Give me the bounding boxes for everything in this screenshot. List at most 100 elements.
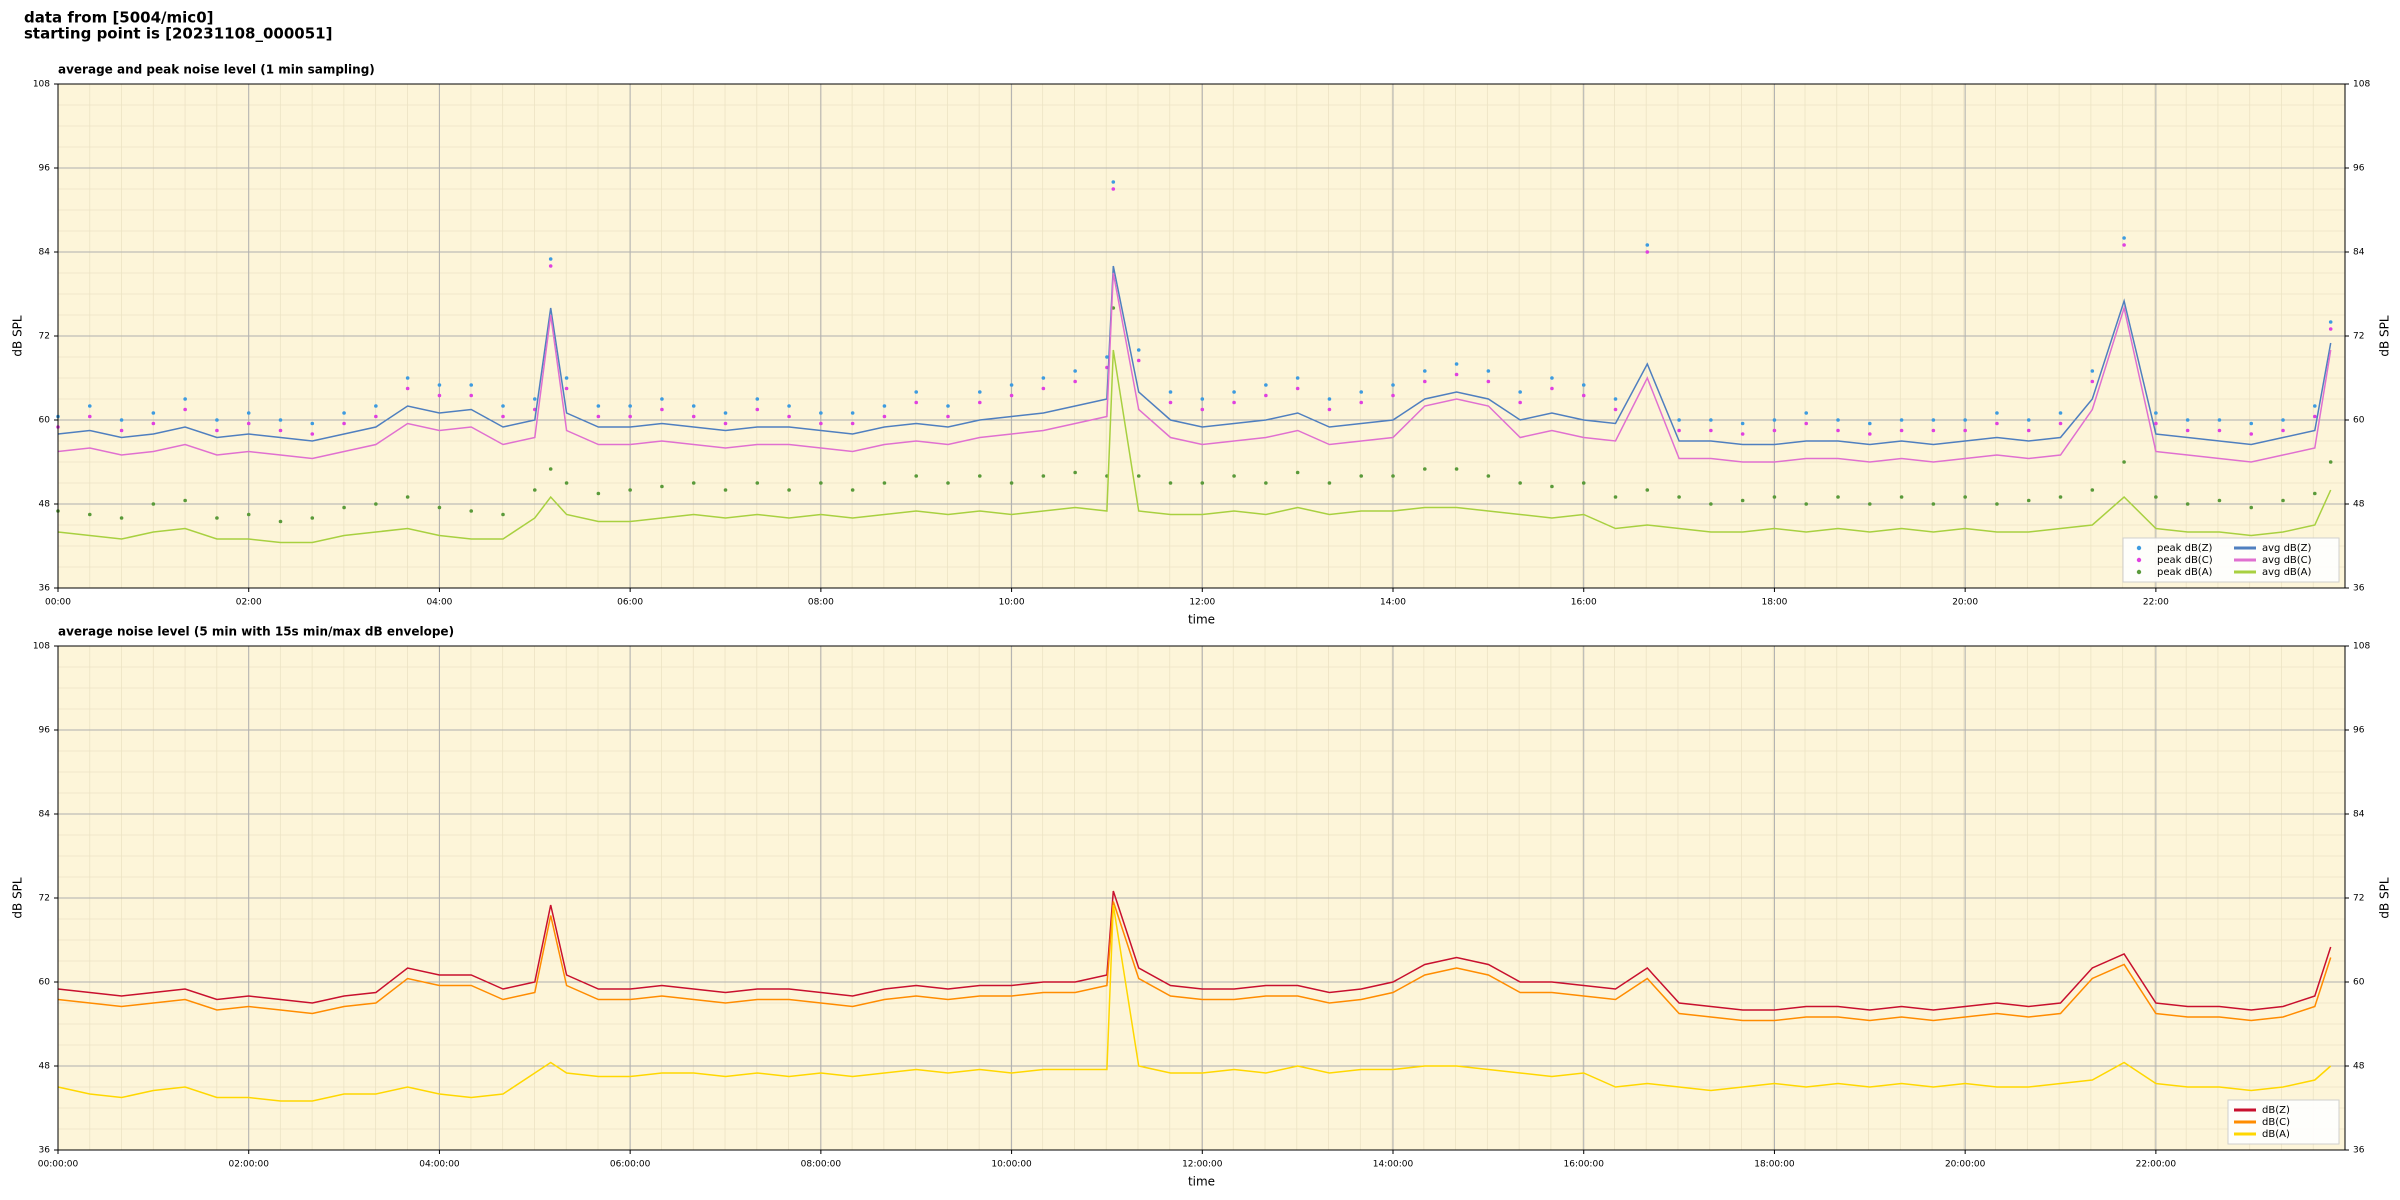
series-line xyxy=(57,890,2332,1011)
peak-point xyxy=(2281,498,2285,503)
peak-point xyxy=(1327,481,1332,485)
series-line xyxy=(57,901,2332,1022)
peak-point xyxy=(183,498,187,503)
peak-point xyxy=(819,481,823,485)
y2-tick-label: 36 xyxy=(2353,1146,2365,1156)
peak-point xyxy=(1136,474,1141,478)
peak-point xyxy=(850,421,855,426)
peak-point xyxy=(1645,488,1650,492)
peak-point xyxy=(87,414,92,419)
peak-point xyxy=(548,264,553,268)
peak-point xyxy=(1995,421,1999,426)
peak-point xyxy=(755,481,760,485)
peak-point xyxy=(1200,397,1205,401)
peak-point xyxy=(1391,383,1395,387)
y-axis-label: dB SPL xyxy=(11,315,25,357)
plot-frame xyxy=(57,83,2346,589)
series-line xyxy=(57,265,2332,446)
x-tick-label: 16:00:00 xyxy=(1564,1160,1605,1170)
peak-point xyxy=(278,428,283,433)
x-tick-label: 22:00 xyxy=(2143,598,2169,608)
legend-label: dB(A) xyxy=(2262,1129,2290,1140)
x-axis-label: time xyxy=(1188,1175,1215,1189)
peak-point xyxy=(1963,428,1967,433)
peak-point xyxy=(374,404,378,408)
peak-point xyxy=(215,418,219,422)
peak-point xyxy=(1359,390,1364,394)
x-axis-label: time xyxy=(1188,613,1215,627)
peak-point xyxy=(1422,467,1427,471)
peak-point xyxy=(1136,348,1141,352)
legend-label: peak dB(A) xyxy=(2157,567,2213,578)
peak-point xyxy=(548,467,553,471)
peak-point xyxy=(183,407,187,412)
peak-point xyxy=(723,411,728,415)
peak-point xyxy=(2058,495,2063,499)
peak-point xyxy=(1518,400,1522,405)
peak-point xyxy=(1931,428,1936,433)
peak-point xyxy=(1899,418,1904,422)
peak-point xyxy=(532,397,537,401)
legend-label: avg dB(Z) xyxy=(2262,543,2312,554)
peak-point xyxy=(1581,481,1586,485)
peak-point xyxy=(977,390,982,394)
peak-point xyxy=(183,397,187,401)
peak-point xyxy=(2249,505,2254,510)
peak-point xyxy=(1111,187,1116,191)
peak-point xyxy=(1454,467,1459,471)
peak-point xyxy=(1550,376,1554,380)
peak-point xyxy=(660,484,664,489)
peak-point xyxy=(1550,484,1554,489)
y2-axis-label: dB SPL xyxy=(2378,315,2392,357)
peak-point xyxy=(660,407,664,412)
legend-label: avg dB(C) xyxy=(2262,555,2312,566)
peak-point xyxy=(501,404,505,408)
x-tick-label: 20:00 xyxy=(1952,598,1978,608)
x-tick-label: 18:00 xyxy=(1761,598,1787,608)
peak-point xyxy=(1804,502,1809,506)
peak-point xyxy=(1168,481,1173,485)
peak-point xyxy=(1073,470,1077,475)
peak-point xyxy=(2313,404,2317,408)
peak-point xyxy=(1422,379,1427,384)
peak-point xyxy=(946,404,950,408)
peak-point xyxy=(1581,393,1586,398)
peak-point xyxy=(2090,488,2095,492)
peak-point xyxy=(1009,383,1014,387)
legend-swatch xyxy=(2136,569,2142,575)
peak-point xyxy=(215,516,219,520)
x-tick-label: 10:00:00 xyxy=(991,1160,1032,1170)
peak-point xyxy=(2217,428,2222,433)
peak-point xyxy=(1264,481,1268,485)
peak-point xyxy=(1899,495,1904,499)
peak-point xyxy=(278,418,283,422)
peak-point xyxy=(342,421,346,426)
peak-point xyxy=(1740,432,1745,436)
peak-point xyxy=(374,502,378,506)
peak-point xyxy=(660,397,664,401)
y-tick-label: 48 xyxy=(39,1062,51,1072)
peak-point xyxy=(405,376,410,380)
peak-point xyxy=(1995,411,1999,415)
peak-point xyxy=(1359,400,1364,405)
peak-point xyxy=(1391,474,1395,478)
peak-point xyxy=(2313,414,2317,419)
peak-point xyxy=(151,411,156,415)
peak-point xyxy=(548,257,553,261)
peak-point xyxy=(310,516,315,520)
peak-point xyxy=(246,421,251,426)
peak-point xyxy=(1073,369,1077,373)
peak-point xyxy=(2122,236,2126,240)
peak-point xyxy=(1804,411,1809,415)
peak-point xyxy=(2026,428,2031,433)
x-tick-label: 04:00 xyxy=(426,598,452,608)
peak-point xyxy=(1581,383,1586,387)
x-tick-label: 16:00 xyxy=(1571,598,1597,608)
peak-point xyxy=(1295,386,1300,391)
peak-point xyxy=(1041,474,1046,478)
y2-tick-label: 60 xyxy=(2353,416,2365,426)
peak-point xyxy=(119,428,124,433)
x-tick-label: 08:00:00 xyxy=(801,1160,842,1170)
peak-point xyxy=(151,502,156,506)
peak-point xyxy=(882,404,887,408)
